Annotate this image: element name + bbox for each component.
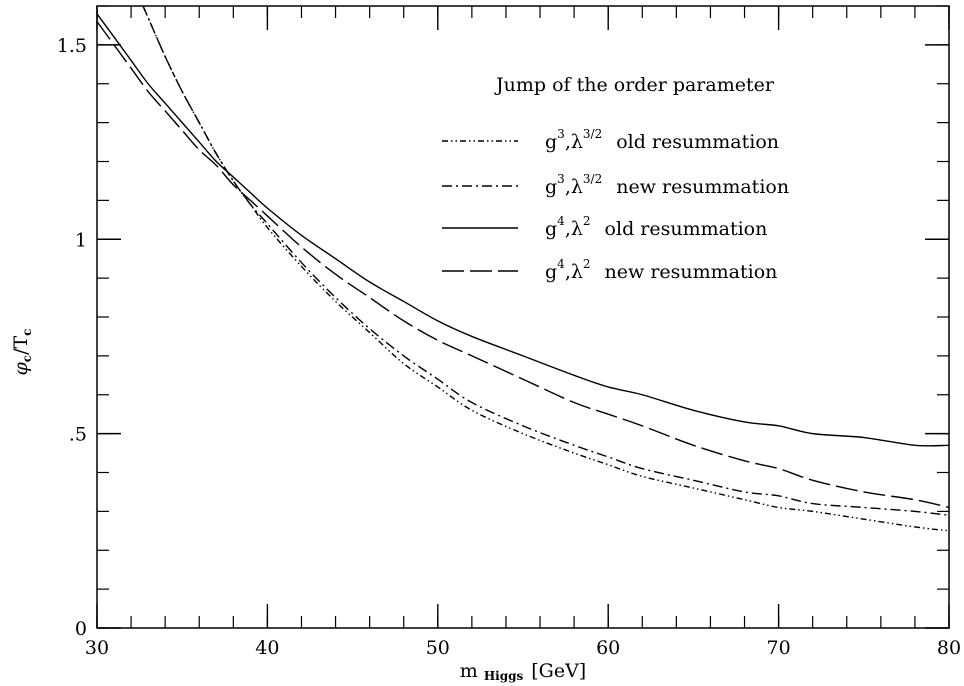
series-line-3 bbox=[97, 13, 949, 447]
legend-label-2: g3,λ3/2 new resummation bbox=[545, 172, 789, 198]
x-axis-label-sub: Higgs bbox=[484, 669, 524, 683]
series-layer bbox=[97, 6, 949, 532]
x-axis-label-main: m bbox=[460, 660, 478, 682]
y-axis-label-phi: φ bbox=[10, 362, 32, 376]
y-tick-label: 0 bbox=[75, 618, 87, 640]
y-axis-label-slash: /T bbox=[10, 335, 32, 354]
major-ticks bbox=[96, 6, 950, 629]
x-tick-label: 80 bbox=[937, 637, 961, 659]
x-axis-label: m Higgs [GeV] bbox=[460, 660, 586, 683]
legend-label-3: g4,λ2 old resummation bbox=[545, 214, 767, 240]
y-axis-label: φc/Tc bbox=[10, 328, 34, 375]
x-tick-label: 70 bbox=[767, 637, 791, 659]
minor-ticks bbox=[96, 5, 950, 629]
legend-label-4: g4,λ2 new resummation bbox=[545, 257, 777, 283]
y-tick-label: 1 bbox=[75, 229, 87, 251]
series-line-2 bbox=[142, 6, 949, 516]
legend-label-1: g3,λ3/2 old resummation bbox=[545, 127, 779, 153]
y-tick-label: .5 bbox=[69, 424, 87, 446]
chart-title: Jump of the order parameter bbox=[494, 74, 775, 96]
x-axis-label-unit: [GeV] bbox=[531, 660, 586, 682]
legend: g3,λ3/2 old resummation g3,λ3/2 new resumma… bbox=[442, 127, 789, 283]
x-tick-label: 40 bbox=[255, 637, 279, 659]
series-line-1 bbox=[142, 6, 949, 532]
plot-frame bbox=[96, 5, 950, 629]
x-tick-label: 60 bbox=[596, 637, 620, 659]
x-tick-label: 30 bbox=[85, 637, 109, 659]
y-axis-label-t-sub: c bbox=[20, 328, 34, 335]
x-tick-label: 50 bbox=[426, 637, 450, 659]
tick-labels: 30 40 50 60 70 80 0 .5 1 1.5 bbox=[57, 35, 961, 659]
y-axis-label-phi-sub: c bbox=[20, 355, 34, 362]
y-tick-label: 1.5 bbox=[57, 35, 87, 57]
series-line-4 bbox=[97, 21, 949, 509]
